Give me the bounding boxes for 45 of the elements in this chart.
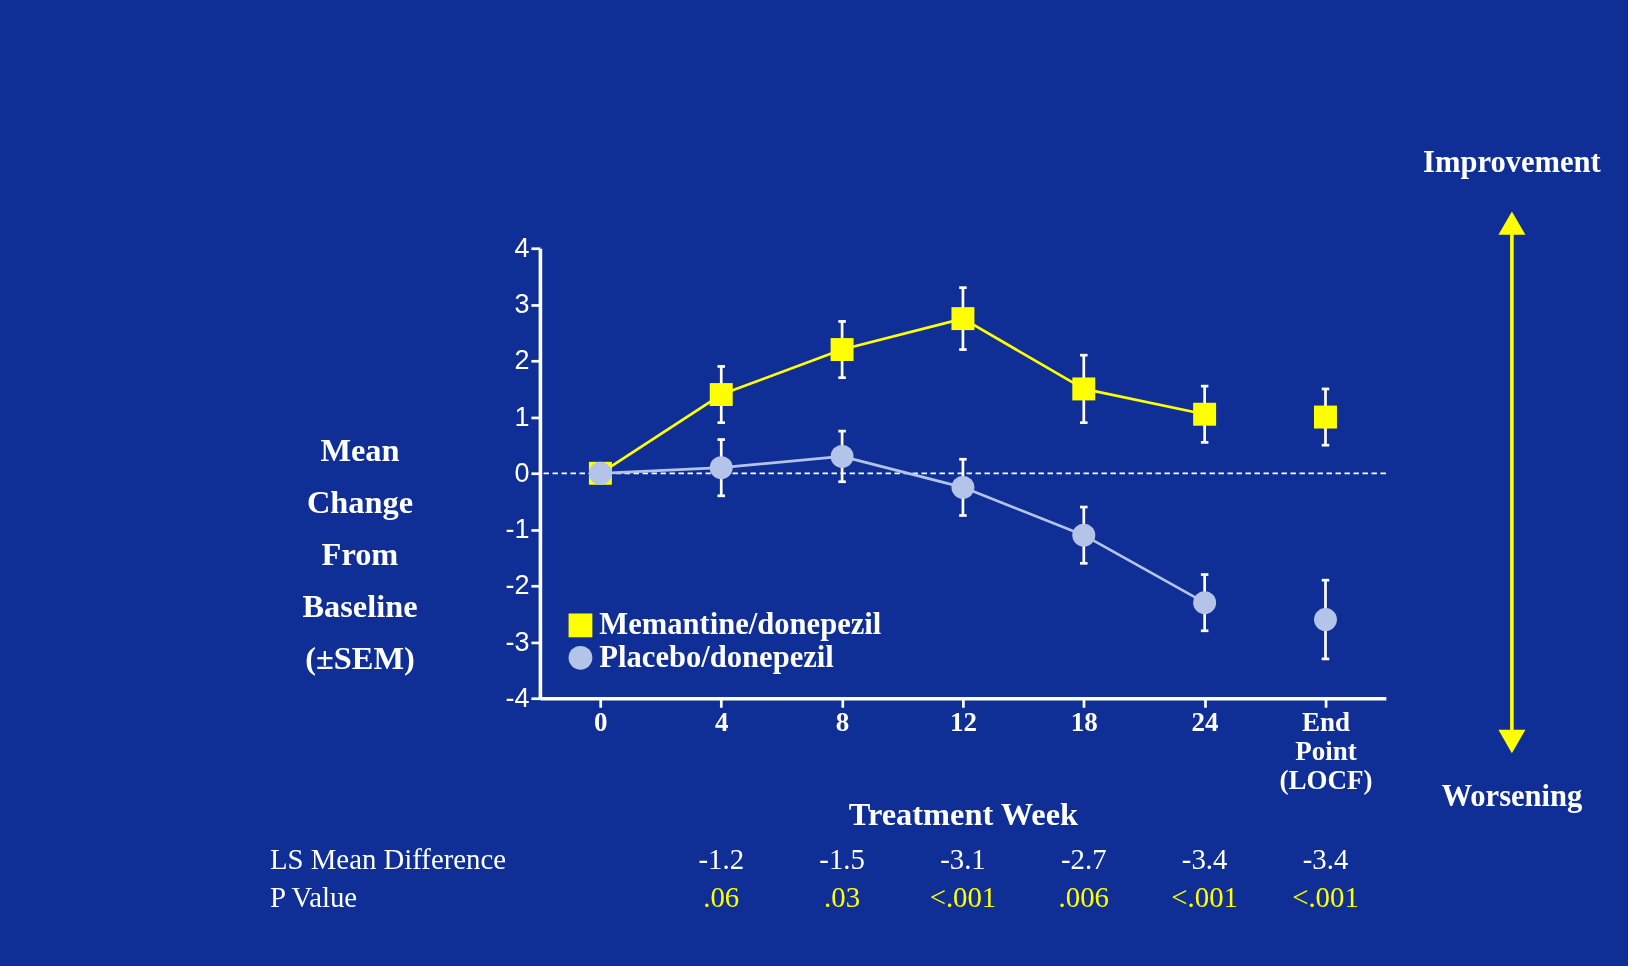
text: .06 <box>703 881 740 914</box>
text: -2.7 <box>1061 843 1107 876</box>
text: .03 <box>824 881 861 914</box>
x-tick-label: 18 <box>1070 707 1098 738</box>
point <box>709 383 733 407</box>
x-tick-label: 8 <box>835 707 850 738</box>
point <box>951 475 975 499</box>
y-axis-title: Mean Change From Baseline (±SEM) <box>302 431 418 677</box>
text: <.001 <box>1171 881 1238 914</box>
text: -1.2 <box>698 843 745 876</box>
text: <.001 <box>929 881 997 914</box>
y-tick-label: 2 <box>514 345 530 376</box>
y-tick-label: -3 <box>505 626 530 657</box>
x-tick-label: 4 <box>714 707 729 738</box>
point <box>830 444 854 468</box>
y-tick-label: 4 <box>514 232 530 263</box>
y-tick-label: -1 <box>505 514 530 545</box>
x-tick-label: End Point (LOCF) <box>1279 707 1373 795</box>
text: -3.4 <box>1302 843 1349 876</box>
point <box>1072 523 1096 547</box>
text: P Value <box>269 881 358 914</box>
y-tick-label: -4 <box>505 682 530 713</box>
text: -3.1 <box>940 843 986 876</box>
x-tick-label: 0 <box>594 707 608 738</box>
point <box>1193 402 1217 426</box>
text: Worsening <box>1441 779 1583 814</box>
text: <.001 <box>1292 881 1359 914</box>
point <box>709 456 733 480</box>
point <box>1193 591 1217 615</box>
x-axis-title: Treatment Week <box>848 795 1079 832</box>
y-tick-label: 1 <box>514 401 530 432</box>
text: .006 <box>1058 881 1109 914</box>
x-tick-label: 12 <box>949 707 977 738</box>
y-tick-label: 0 <box>514 457 530 488</box>
text: Improvement <box>1423 144 1602 179</box>
y-tick-label: 3 <box>514 289 530 320</box>
text: LS Mean Difference <box>269 843 506 876</box>
point <box>1072 377 1096 401</box>
y-tick-label: -2 <box>505 570 530 601</box>
text: -1.5 <box>819 843 865 876</box>
legend-label: Memantine/donepezil <box>599 607 882 642</box>
point <box>830 338 854 362</box>
point <box>951 307 975 331</box>
text: -3.4 <box>1181 843 1228 876</box>
x-tick-label: 24 <box>1191 707 1219 738</box>
